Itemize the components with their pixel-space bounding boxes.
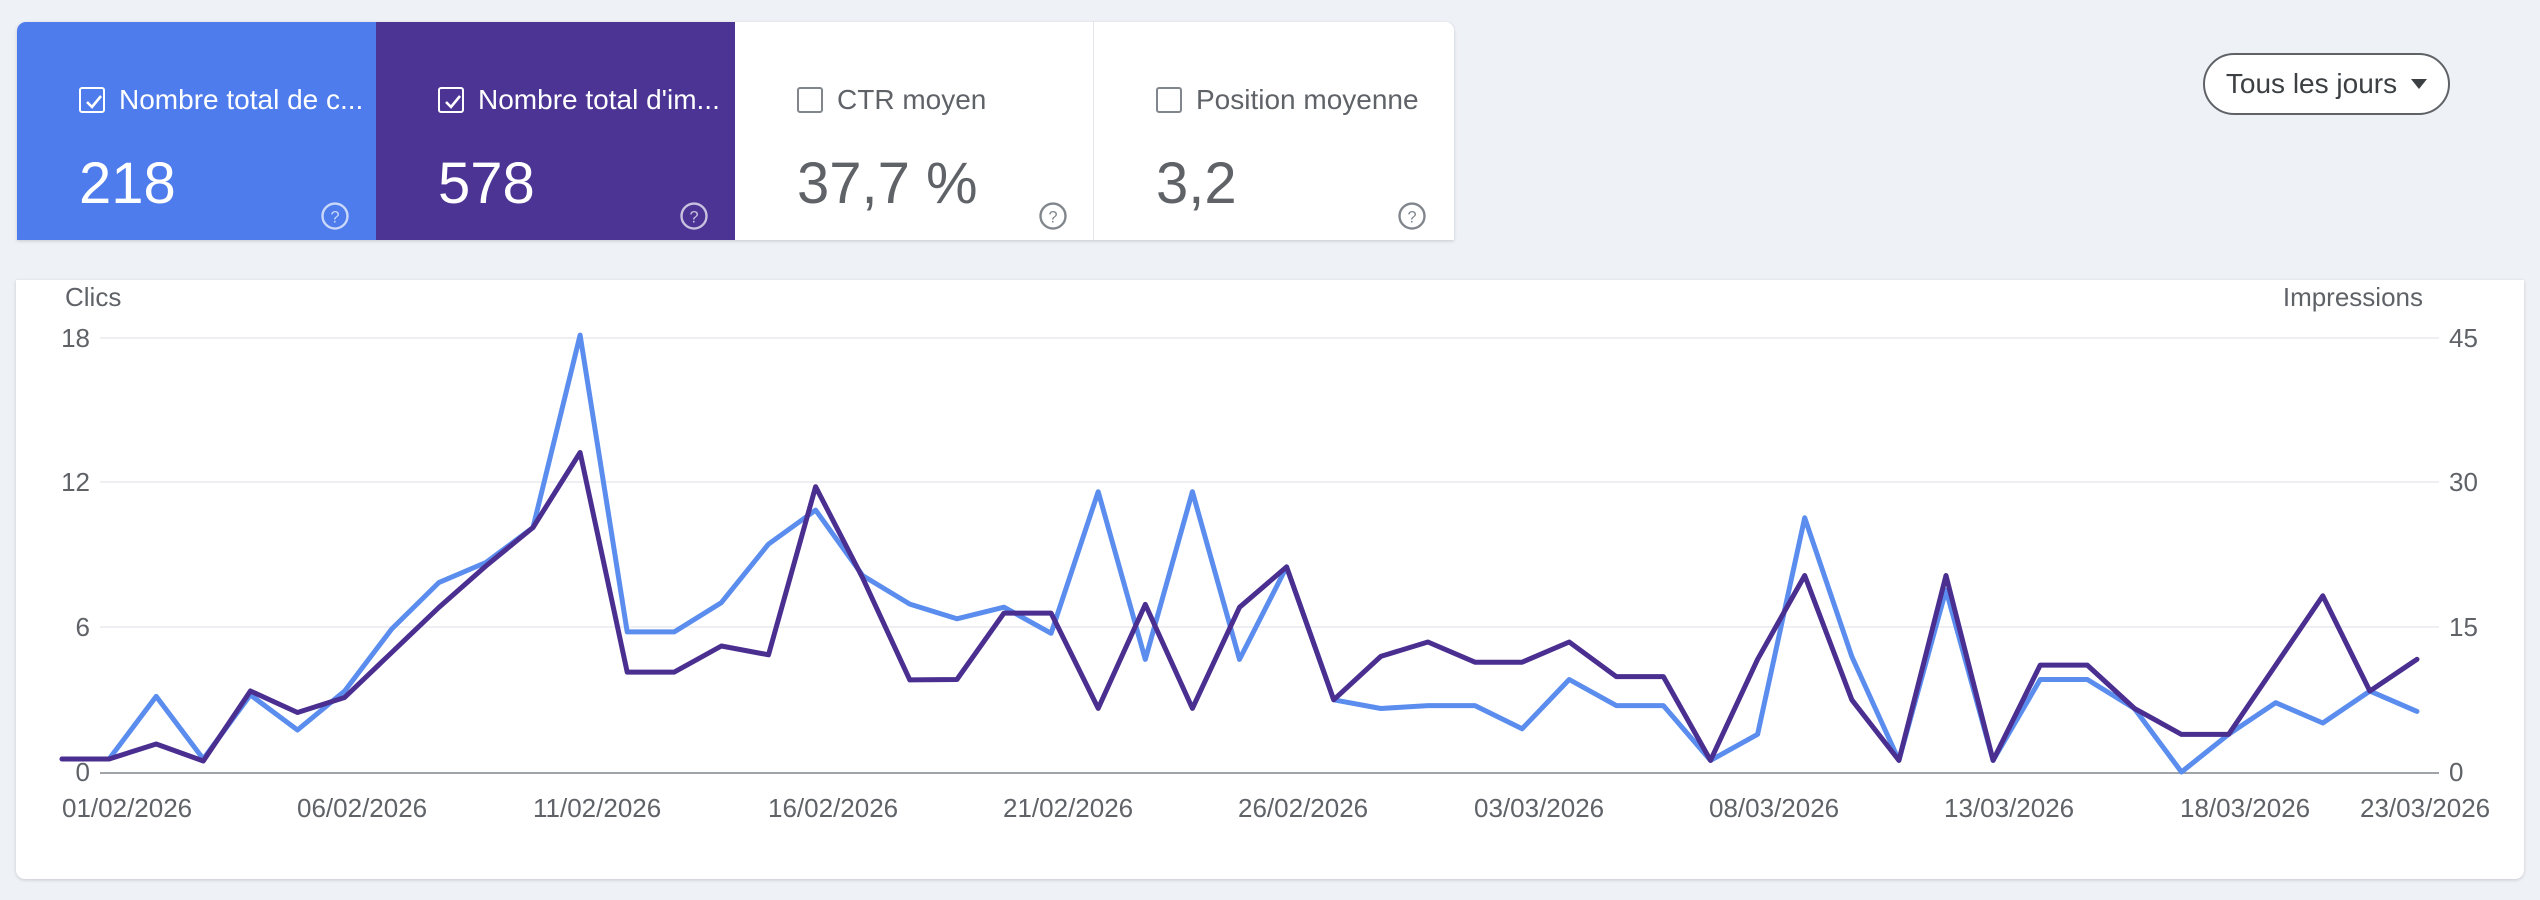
svg-text:45: 45 — [2449, 323, 2478, 353]
svg-text:26/02/2026: 26/02/2026 — [1238, 793, 1368, 823]
svg-text:23/03/2026: 23/03/2026 — [2360, 793, 2490, 823]
svg-text:6: 6 — [76, 612, 90, 642]
svg-text:11/02/2026: 11/02/2026 — [533, 793, 661, 823]
svg-text:?: ? — [1407, 208, 1416, 226]
svg-text:?: ? — [1048, 208, 1057, 226]
svg-text:13/03/2026: 13/03/2026 — [1944, 793, 2074, 823]
svg-text:06/02/2026: 06/02/2026 — [297, 793, 427, 823]
svg-text:30: 30 — [2449, 467, 2478, 497]
svg-text:21/02/2026: 21/02/2026 — [1003, 793, 1133, 823]
svg-text:08/03/2026: 08/03/2026 — [1709, 793, 1839, 823]
svg-text:?: ? — [330, 208, 339, 226]
svg-text:15: 15 — [2449, 612, 2478, 642]
svg-text:03/03/2026: 03/03/2026 — [1474, 793, 1604, 823]
svg-text:12: 12 — [61, 467, 90, 497]
svg-text:16/02/2026: 16/02/2026 — [768, 793, 898, 823]
svg-text:01/02/2026: 01/02/2026 — [62, 793, 192, 823]
svg-text:?: ? — [689, 208, 698, 226]
svg-text:18: 18 — [61, 323, 90, 353]
svg-text:18/03/2026: 18/03/2026 — [2180, 793, 2310, 823]
svg-text:0: 0 — [2449, 757, 2463, 787]
